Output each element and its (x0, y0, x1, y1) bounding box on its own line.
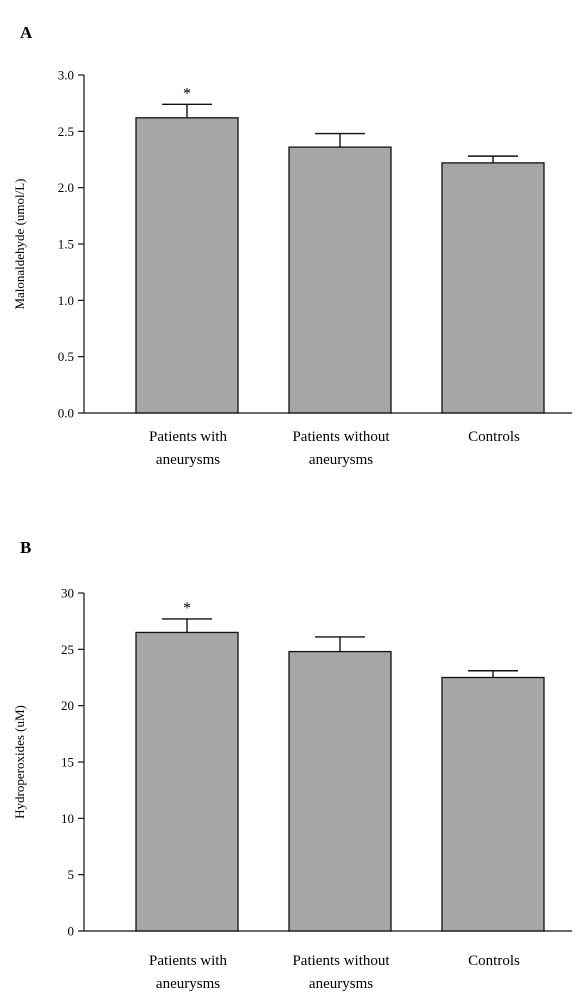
panel-a-y-tick-label: 0.0 (58, 406, 74, 421)
panel-a-category-label: Patients without (292, 429, 390, 445)
panel-b-y-tick-label: 0 (68, 924, 75, 939)
panel-b-category-label: aneurysms (156, 976, 220, 992)
panel-b-label: B (20, 538, 31, 557)
panel-a-category-label: aneurysms (309, 452, 373, 468)
panel-a-significance-mark: * (183, 85, 191, 102)
panel-a-bar (441, 162, 545, 414)
panel-b-y-axis-title: Hydroperoxides (uM) (12, 705, 27, 819)
panel-a-bar (135, 117, 239, 414)
panel-b-y-tick-label: 25 (61, 642, 74, 657)
panel-b-y-tick-label: 10 (61, 811, 74, 826)
panel-b-y-tick-label: 15 (61, 755, 74, 770)
panel-a-category-label: Controls (468, 429, 520, 445)
panel-a-y-tick-label: 2.0 (58, 180, 74, 195)
panel-b-y-tick-label: 30 (61, 586, 74, 601)
panel-b-category-label: aneurysms (309, 976, 373, 992)
panel-b-significance-mark: * (183, 600, 191, 617)
panel-b-category-label: Controls (468, 953, 520, 969)
panel-b-bar (135, 631, 239, 932)
panel-a-y-tick-label: 2.5 (58, 124, 74, 139)
panel-b-y-tick-label: 20 (61, 698, 74, 713)
panel-a-label: A (20, 23, 33, 42)
panel-a-category-label: Patients with (149, 429, 227, 445)
panel-a-bar (288, 146, 392, 414)
panel-b-y-tick-label: 5 (68, 867, 75, 882)
panel-a-y-tick-label: 1.0 (58, 293, 74, 308)
panel-a-y-axis-title: Malonaldehyde (umol/L) (12, 178, 27, 309)
panel-a-y-tick-label: 3.0 (58, 68, 74, 83)
panel-a-y-tick-label: 0.5 (58, 349, 74, 364)
panel-b-category-label: Patients without (292, 953, 390, 969)
panel-b-bar (441, 676, 545, 932)
panel-a-y-tick-label: 1.5 (58, 237, 74, 252)
panel-b-bar (288, 650, 392, 932)
panel-b-category-label: Patients with (149, 953, 227, 969)
panel-a-category-label: aneurysms (156, 452, 220, 468)
